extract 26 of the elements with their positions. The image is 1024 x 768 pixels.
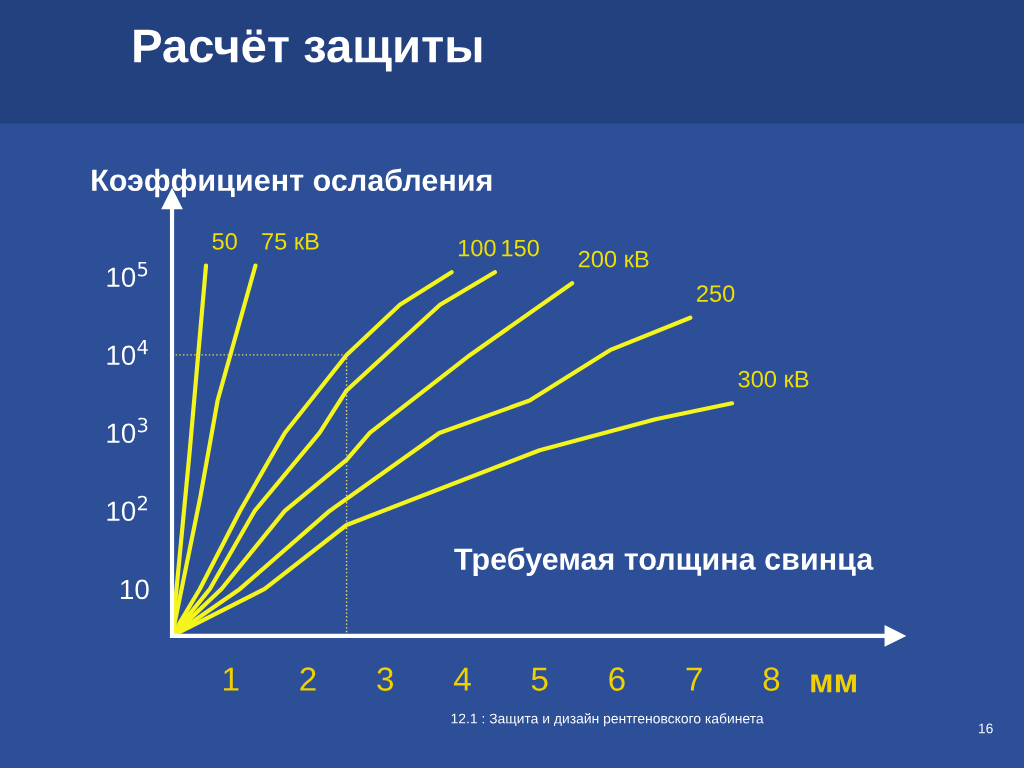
text: мм <box>811 674 856 693</box>
x-tick-label: 8 <box>763 667 780 691</box>
series-label: 150 <box>502 239 539 257</box>
series-label: 200 кВ <box>578 250 649 268</box>
series-label: 100 <box>458 239 496 257</box>
x-tick-label: 5 <box>531 667 548 691</box>
x-tick-label: 4 <box>453 667 471 691</box>
series-label: 50 <box>212 233 237 250</box>
chart-title: Расчёт защиты <box>134 29 482 72</box>
series-label: 75 кВ <box>262 233 319 250</box>
series-label: 250 <box>697 285 735 302</box>
y-tick-label: 10$^{4}$ <box>107 339 148 366</box>
x-tick-label: 6 <box>609 667 625 691</box>
x-axis-title: Требуемая толщина свинца <box>454 547 874 576</box>
text: 16 <box>978 723 993 734</box>
y-axis-title: Коэффициент ослабления <box>92 168 492 198</box>
y-tick-label: 10$^{3}$ <box>107 417 148 444</box>
x-tick-label: 2 <box>300 667 316 691</box>
y-tick-label: 10 <box>121 579 149 600</box>
y-tick-label: 10$^{2}$ <box>107 495 147 522</box>
y-tick-label: 10$^{5}$ <box>107 261 148 288</box>
x-tick-label: 7 <box>686 667 702 691</box>
x-tick-label: 1 <box>224 667 239 691</box>
x-tick-label: 3 <box>377 667 394 691</box>
series-label: 300 кВ <box>738 370 809 388</box>
text: 12.1 : Защита и дизайн рентгеновского кабинета <box>451 713 764 727</box>
